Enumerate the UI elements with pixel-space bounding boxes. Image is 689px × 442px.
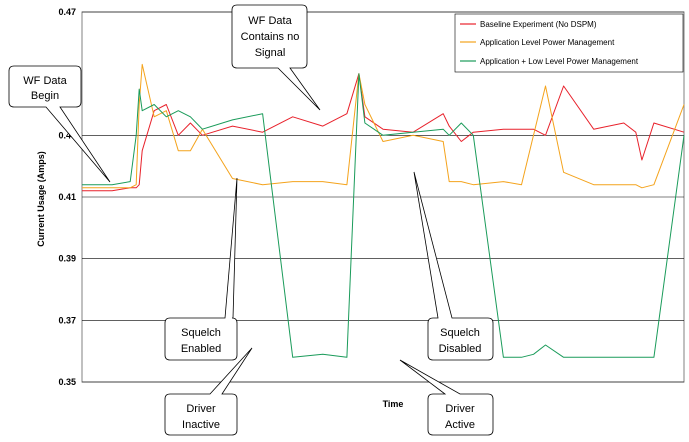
callout-bubble	[8, 65, 111, 183]
series-lines	[82, 63, 685, 358]
y-tick-label: 0.47	[58, 7, 76, 17]
callout-squelch-enabled: Squelch Enabled	[164, 177, 238, 361]
callout-text: Squelch	[181, 327, 221, 339]
callout-text: Signal	[255, 47, 286, 59]
y-tick-label: 0.41	[58, 192, 76, 202]
callout-text: Driver	[445, 403, 475, 415]
callout-bubble	[231, 4, 321, 111]
series-line-app-level	[82, 63, 685, 189]
callout-text: Inactive	[182, 419, 220, 431]
callout-text: WF Data	[23, 75, 67, 87]
callout-text: Active	[445, 419, 475, 431]
callout-text: Begin	[31, 90, 59, 102]
callout-driver-inactive: Driver Inactive	[164, 347, 253, 436]
callout-wf-data-begin: WF Data Begin	[8, 65, 111, 183]
callout-text: Enabled	[181, 343, 221, 355]
y-tick-labels: 0.35 0.37 0.39 0.41 0.43 0.47	[58, 7, 76, 387]
callout-driver-active: Driver Active	[399, 359, 494, 436]
callout-text: Contains no	[241, 31, 300, 43]
legend-box	[454, 13, 684, 73]
callout-wf-no-signal: WF Data Contains no Signal	[231, 4, 321, 111]
legend-label-app-low-level: Application + Low Level Power Management	[480, 57, 639, 66]
x-axis-label: Time	[383, 399, 404, 409]
series-line-baseline	[82, 73, 685, 192]
y-axis-label: Current Usage (Amps)	[36, 151, 46, 247]
callout-bubble	[413, 171, 494, 361]
callout-bubble	[164, 177, 238, 361]
y-tick-label: 0.37	[58, 315, 76, 325]
y-tick-label: 0.35	[58, 377, 76, 387]
callout-text: Squelch	[440, 327, 480, 339]
series-line-app-low-level	[82, 73, 685, 358]
callout-bubble	[399, 359, 494, 436]
callout-text: Disabled	[439, 343, 482, 355]
callout-bubble	[164, 347, 253, 436]
callout-text: WF Data	[248, 15, 292, 27]
callout-text: Driver	[186, 403, 216, 415]
legend-label-baseline: Baseline Experiment (No DSPM)	[480, 20, 597, 29]
callout-squelch-disabled: Squelch Disabled	[413, 171, 494, 361]
y-tick-label: 0.39	[58, 254, 76, 264]
legend: Baseline Experiment (No DSPM) Applicatio…	[454, 13, 684, 73]
legend-label-app-level: Application Level Power Management	[480, 38, 615, 47]
y-tick-label: 0.43	[58, 130, 76, 140]
